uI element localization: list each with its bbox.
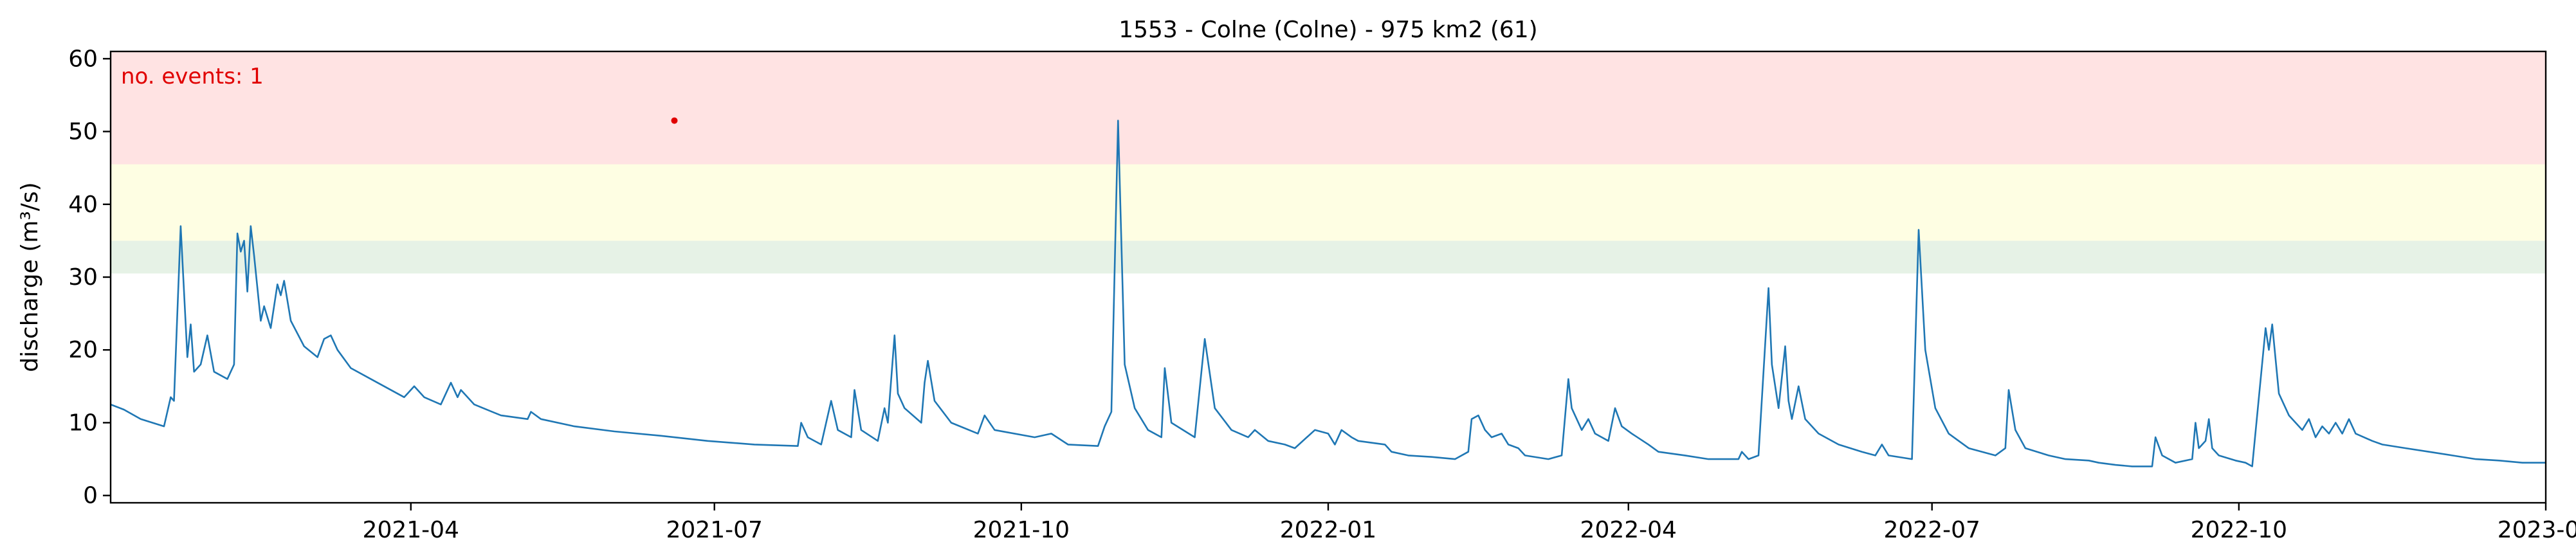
x-tick-label-2023-01: 2023-01 — [2498, 517, 2576, 543]
x-tick-label-2021-10: 2021-10 — [973, 517, 1070, 543]
threshold-band-2 — [111, 164, 2546, 241]
x-tick-label-2021-07: 2021-07 — [666, 517, 763, 543]
chart-title: 1553 - Colne (Colne) - 975 km2 (61) — [1119, 17, 1537, 43]
y-tick-label-20: 20 — [68, 337, 98, 363]
y-tick-label-30: 30 — [68, 264, 98, 291]
x-tick-label-2021-04: 2021-04 — [363, 517, 459, 543]
event-marker-1 — [671, 117, 678, 124]
discharge-series — [110, 120, 2546, 467]
events-count-annotation: no. events: 1 — [121, 64, 264, 89]
threshold-bands — [111, 51, 2546, 274]
x-tick-label-2022-07: 2022-07 — [1884, 517, 1980, 543]
discharge-line-1 — [110, 120, 2546, 467]
y-tick-label-0: 0 — [83, 483, 98, 509]
y-tick-label-10: 10 — [68, 410, 98, 436]
y-tick-label-40: 40 — [68, 192, 98, 218]
y-tick-label-50: 50 — [68, 119, 98, 145]
threshold-band-1 — [111, 240, 2546, 274]
y-axis-title: discharge (m³/s) — [17, 182, 43, 372]
x-tick-label-2022-01: 2022-01 — [1280, 517, 1376, 543]
x-tick-label-2022-04: 2022-04 — [1580, 517, 1677, 543]
x-axis-ticks: 2021-04 2021-07 2021-10 2022-01 2022-04 2022-… — [363, 503, 2576, 543]
threshold-band-3 — [111, 51, 2546, 165]
event-markers — [671, 117, 678, 124]
y-axis-ticks: 0 10 20 30 40 50 60 — [68, 46, 111, 509]
x-tick-label-2022-10: 2022-10 — [2191, 517, 2287, 543]
y-tick-label-60: 60 — [68, 46, 98, 72]
